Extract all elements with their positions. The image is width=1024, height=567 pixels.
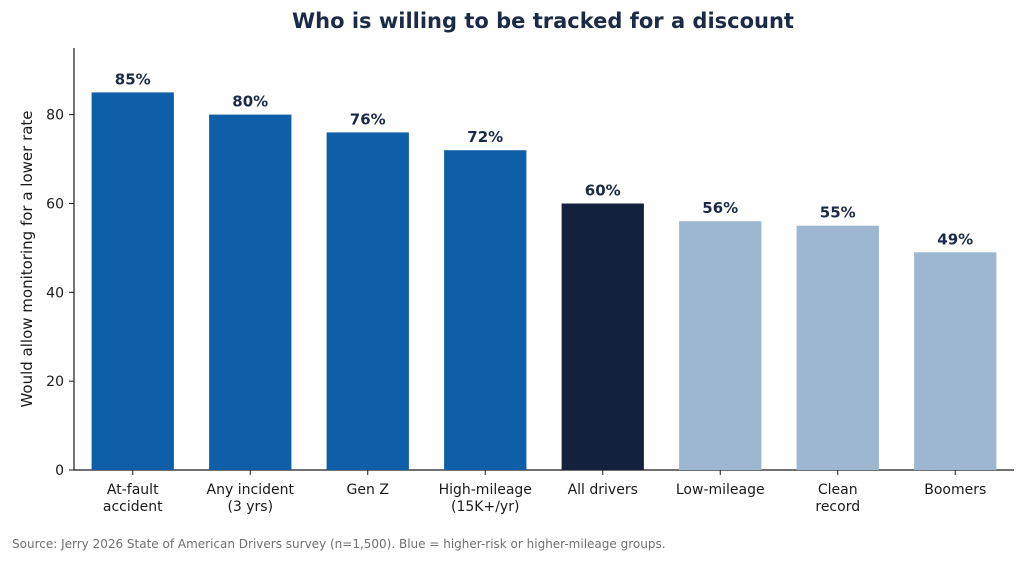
value-label: 60% <box>585 182 621 200</box>
category-label: Any incident (3 yrs) <box>207 482 295 515</box>
value-label: 56% <box>702 199 738 217</box>
y-tick-label: 80 <box>46 108 64 124</box>
y-tick-label: 0 <box>55 463 64 479</box>
plot-area: 0 20 40 60 80 85% At-fault accident 80% Any incid… <box>46 48 1014 515</box>
bar <box>326 132 409 470</box>
category-label: At-fault accident <box>103 482 163 515</box>
category-label: High-mileage (15K+/yr) <box>439 482 532 515</box>
category-label: Low-mileage <box>676 482 765 498</box>
value-label: 76% <box>350 110 386 128</box>
category-label: Clean record <box>815 482 860 515</box>
category-label: Boomers <box>924 482 986 498</box>
bar <box>561 203 644 470</box>
source-note: Source: Jerry 2026 State of American Dri… <box>12 537 666 551</box>
value-label: 72% <box>467 128 503 146</box>
value-label: 85% <box>115 70 151 88</box>
bar <box>444 150 527 470</box>
y-tick-label: 20 <box>46 374 64 390</box>
bar <box>796 225 879 470</box>
bar <box>91 92 174 471</box>
category-label: Gen Z <box>347 482 389 498</box>
value-label: 49% <box>937 230 973 248</box>
chart-title: Who is willing to be tracked for a disco… <box>292 9 794 33</box>
bar <box>914 252 997 470</box>
category-label: All drivers <box>568 482 638 498</box>
value-label: 55% <box>820 204 856 222</box>
y-axis-title: Would allow monitoring for a lower rate <box>18 110 36 407</box>
y-tick-label: 40 <box>46 285 64 301</box>
bar <box>679 221 762 470</box>
y-tick-label: 60 <box>46 196 64 212</box>
bar <box>209 114 292 470</box>
value-label: 80% <box>232 93 268 111</box>
